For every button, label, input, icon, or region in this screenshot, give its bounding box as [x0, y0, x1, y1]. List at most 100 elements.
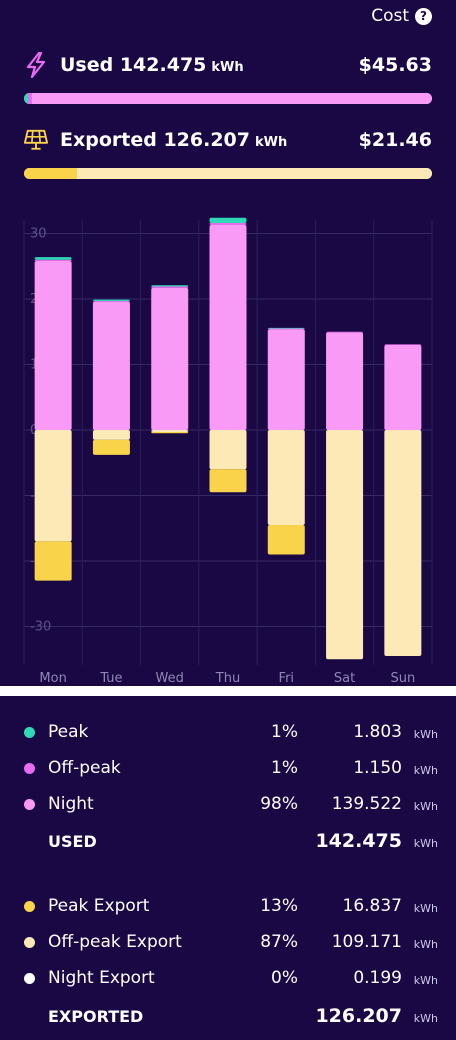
- bar-fri-off-peak-export: [267, 430, 305, 525]
- legend-row-night[interactable]: Night 98% 139.522 kWh: [24, 790, 438, 818]
- legend-percent: 1%: [271, 758, 298, 778]
- exported-summary[interactable]: Exported 126.207 kWh $21.46: [24, 125, 432, 155]
- x-tick-label-fri: Fri: [279, 671, 295, 686]
- bar-sun-night: [384, 344, 422, 430]
- used-bar-segment-peak: [24, 93, 29, 104]
- bar-mon-peak: [34, 257, 72, 260]
- legend-unit: kWh: [413, 727, 438, 741]
- y-tick-label: 0: [30, 423, 38, 438]
- x-tick-label-thu: Thu: [215, 671, 240, 686]
- legend-percent: 1%: [271, 722, 298, 742]
- legend-unit: kWh: [413, 901, 438, 915]
- legend-percent: 87%: [260, 932, 298, 952]
- bar-thu-peak: [209, 217, 247, 224]
- y-tick-label: 30: [30, 227, 47, 242]
- used-summary[interactable]: Used 142.475 kWh $45.63: [24, 50, 432, 80]
- legend-name: Off-peak: [48, 758, 121, 778]
- legend-name: Off-peak Export: [48, 932, 182, 952]
- legend-value: 109.171: [331, 932, 402, 952]
- bar-mon-off-peak-export: [34, 430, 72, 542]
- bar-thu-night: [209, 224, 247, 430]
- legend-value: 139.522: [331, 794, 402, 814]
- used-label: Used 142.475: [60, 54, 207, 76]
- bar-fri-peak-export: [267, 524, 305, 555]
- legend-dot-icon: [24, 972, 35, 984]
- legend-row-peak[interactable]: Peak 1% 1.803 kWh: [24, 718, 438, 746]
- total-unit: kWh: [413, 1011, 438, 1025]
- legend-value: 1.803: [353, 722, 402, 742]
- legend-row-off-peak[interactable]: Off-peak 1% 1.150 kWh: [24, 754, 438, 782]
- exported-bar-segment-peak-export: [24, 168, 78, 179]
- legend-row-night-export[interactable]: Night Export 0% 0.199 kWh: [24, 964, 438, 992]
- exported-unit: kWh: [254, 134, 288, 150]
- bar-tue-peak: [92, 299, 130, 301]
- total-unit: kWh: [413, 836, 438, 850]
- usage-panel: Cost ? Used 142.475 kWh $45.63 Exported …: [0, 0, 456, 686]
- legend-dot-icon: [24, 726, 35, 738]
- bar-sat-off-peak-export: [326, 430, 364, 660]
- help-icon[interactable]: ?: [415, 7, 432, 25]
- bar-tue-night: [92, 301, 130, 430]
- legend-percent: 98%: [260, 794, 298, 814]
- exported-bar-segment-off-peak-export: [77, 168, 432, 179]
- bar-fri-night: [267, 329, 305, 430]
- bar-thu-off-peak-export: [209, 430, 247, 470]
- used-progress-bar: [24, 93, 432, 104]
- total-value: 126.207: [315, 1005, 402, 1027]
- legend-row-off-peak-export[interactable]: Off-peak Export 87% 109.171 kWh: [24, 928, 438, 956]
- legend-value: 1.150: [353, 758, 402, 778]
- bar-sat-off-peak: [326, 331, 364, 333]
- used-bar-segment-night: [32, 93, 432, 104]
- bar-mon-night: [34, 261, 72, 430]
- legend-total-used_total: USED 142.475 kWh: [24, 827, 438, 855]
- bar-wed-off-peak-export: [151, 430, 189, 432]
- legend-value: 0.199: [353, 968, 402, 988]
- x-tick-label-mon: Mon: [39, 671, 66, 686]
- legend-dot-icon: [24, 762, 35, 774]
- bar-tue-off-peak-export: [92, 430, 130, 440]
- exported-progress-bar: [24, 168, 432, 179]
- x-tick-label-sun: Sun: [390, 671, 415, 686]
- bar-wed-peak: [151, 285, 189, 287]
- legend-dot-icon: [24, 798, 35, 810]
- legend-unit: kWh: [413, 799, 438, 813]
- legend-row-peak-export[interactable]: Peak Export 13% 16.837 kWh: [24, 892, 438, 920]
- total-label: USED: [48, 831, 97, 851]
- bar-tue-off-peak: [92, 300, 130, 302]
- legend-unit: kWh: [413, 973, 438, 987]
- bar-sun-off-peak: [384, 344, 422, 345]
- bar-mon-peak-export: [34, 541, 72, 581]
- bar-mon-off-peak: [34, 259, 72, 262]
- breakdown-panel: Peak 1% 1.803 kWh Off-peak 1% 1.150 kWh Night 98%…: [0, 696, 456, 1040]
- total-value: 142.475: [315, 830, 402, 852]
- bar-fri-peak: [267, 327, 305, 329]
- used-unit: kWh: [211, 59, 244, 75]
- legend-percent: 13%: [260, 896, 298, 916]
- legend-total-export_total: EXPORTED 126.207 kWh: [24, 1002, 438, 1030]
- x-tick-label-tue: Tue: [99, 671, 122, 686]
- legend-name: Peak Export: [48, 896, 150, 916]
- legend-dot-icon: [24, 900, 35, 912]
- legend-name: Peak: [48, 722, 89, 742]
- bar-wed-off-peak: [151, 286, 189, 288]
- bar-sat-night: [326, 332, 364, 430]
- legend-unit: kWh: [413, 763, 438, 777]
- x-tick-label-wed: Wed: [156, 671, 184, 686]
- exported-label: Exported 126.207: [60, 129, 250, 151]
- used-bar-segment-off-peak: [28, 93, 33, 104]
- bar-fri-off-peak: [267, 328, 305, 330]
- bar-thu-peak-export: [209, 469, 247, 493]
- lightning-icon: [24, 52, 48, 78]
- cost-toggle[interactable]: Cost ?: [371, 6, 432, 26]
- legend-percent: 0%: [271, 968, 298, 988]
- total-label: EXPORTED: [48, 1006, 144, 1026]
- legend-name: Night Export: [48, 968, 155, 988]
- solar-panel-icon: [24, 127, 48, 153]
- x-tick-label-sat: Sat: [334, 671, 355, 686]
- bar-wed-peak-export: [151, 431, 189, 434]
- cost-label: Cost: [371, 6, 409, 26]
- exported-cost: $21.46: [358, 129, 432, 151]
- legend-value: 16.837: [342, 896, 402, 916]
- bar-tue-peak-export: [92, 439, 130, 455]
- bar-wed-night: [151, 287, 189, 430]
